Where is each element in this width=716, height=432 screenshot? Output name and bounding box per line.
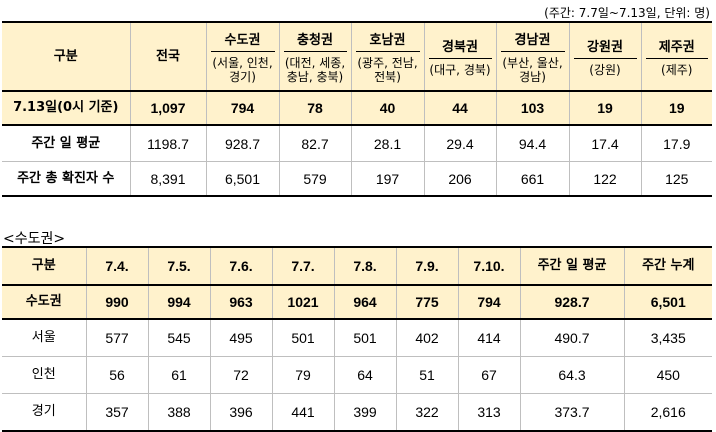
cell: 579 xyxy=(278,161,351,196)
table-row: 수도권 990 994 963 1021 964 775 794 928.7 6… xyxy=(2,284,712,320)
cell: 82.7 xyxy=(278,125,351,162)
header-region: 경남권 (부산, 울산, 경남) xyxy=(495,22,569,91)
column-header: 7.10. xyxy=(457,247,520,285)
cell: 2,616 xyxy=(623,393,712,431)
cell: 122 xyxy=(568,161,641,196)
header-region: 호남권 (광주, 전남, 전북) xyxy=(350,22,424,91)
cell: 40 xyxy=(350,90,424,126)
table-row: 인천 56 61 72 79 64 51 67 64.3 450 xyxy=(2,356,712,394)
cell: 6,501 xyxy=(205,161,279,196)
header-region: 충청권 (대전, 세종, 충남, 충북) xyxy=(278,22,351,91)
cell: 94.4 xyxy=(495,125,569,162)
column-header: 7.8. xyxy=(333,247,396,285)
unit-note: (주간: 7.7일~7.13일, 단위: 명) xyxy=(544,6,710,20)
cell: 402 xyxy=(395,319,458,357)
cell: 17.4 xyxy=(568,125,641,162)
cell: 29.4 xyxy=(423,125,496,162)
row-label: 주간 일 평균 xyxy=(2,125,130,162)
cell: 928.7 xyxy=(205,125,279,162)
cell: 490.7 xyxy=(519,319,624,357)
cell: 67 xyxy=(457,356,520,394)
row-label: 인천 xyxy=(2,356,86,394)
cell: 964 xyxy=(333,284,396,320)
row-label: 수도권 xyxy=(2,284,86,320)
cell: 501 xyxy=(333,319,396,357)
regional-summary-table: 구분 전국 수도권 (서울, 인천, 경기) 충청권 (대전, 세종, 충남, 충북… xyxy=(2,21,712,197)
row-label: 서울 xyxy=(2,319,86,357)
cell: 6,501 xyxy=(623,284,712,320)
cell: 1021 xyxy=(271,284,334,320)
cell: 994 xyxy=(147,284,210,320)
cell: 373.7 xyxy=(519,393,624,431)
summary-row-date: 7.13일(0시 기준) 1,097 794 78 40 44 103 19 1… xyxy=(2,90,712,126)
summary-header-row: 구분 전국 수도권 (서울, 인천, 경기) 충청권 (대전, 세종, 충남, 충북… xyxy=(2,22,712,91)
header-region: 경북권 (대구, 경북) xyxy=(423,22,496,91)
cell: 72 xyxy=(209,356,272,394)
cell: 388 xyxy=(147,393,210,431)
row-label: 경기 xyxy=(31,404,56,419)
capital-header-row: 구분 7.4. 7.5. 7.6. 7.7. 7.8. 7.9. 7.10. 주… xyxy=(2,247,712,285)
summary-row-total: 주간 총 확진자 수 8,391 6,501 579 197 206 661 1… xyxy=(2,161,712,196)
cell: 56 xyxy=(85,356,148,394)
column-header: 7.6. xyxy=(209,247,272,285)
section-title: <수도권> xyxy=(3,231,66,247)
column-header: 구분 xyxy=(31,258,56,273)
header-national: 전국 xyxy=(129,22,206,91)
cell: 19 xyxy=(568,90,641,126)
cell: 78 xyxy=(278,90,351,126)
cell: 963 xyxy=(209,284,272,320)
cell: 794 xyxy=(457,284,520,320)
row-label: 주간 총 확진자 수 xyxy=(17,170,115,186)
cell: 399 xyxy=(333,393,396,431)
cell: 414 xyxy=(457,319,520,357)
cell: 8,391 xyxy=(129,161,206,196)
cell: 396 xyxy=(209,393,272,431)
cell: 51 xyxy=(395,356,458,394)
cell: 206 xyxy=(423,161,496,196)
cell: 197 xyxy=(350,161,424,196)
cell: 64.3 xyxy=(519,356,624,394)
cell: 501 xyxy=(271,319,334,357)
cell: 3,435 xyxy=(623,319,712,357)
cell: 775 xyxy=(395,284,458,320)
cell: 495 xyxy=(209,319,272,357)
header-region: 강원권 (강원) xyxy=(568,22,641,91)
table-row: 서울 577 545 495 501 501 402 414 490.7 3,4… xyxy=(2,319,712,357)
cell: 441 xyxy=(271,393,334,431)
column-header: 주간 누계 xyxy=(623,247,712,285)
cell: 313 xyxy=(457,393,520,431)
column-header: 7.7. xyxy=(271,247,334,285)
cell: 1,097 xyxy=(129,90,206,126)
column-header: 7.5. xyxy=(147,247,210,285)
cell: 125 xyxy=(640,161,712,196)
cell: 661 xyxy=(495,161,569,196)
cell: 17.9 xyxy=(640,125,712,162)
capital-area-table: 구분 7.4. 7.5. 7.6. 7.7. 7.8. 7.9. 7.10. 주… xyxy=(2,246,712,432)
cell: 357 xyxy=(85,393,148,431)
cell: 794 xyxy=(205,90,279,126)
summary-row-average: 주간 일 평균 1198.7 928.7 82.7 28.1 29.4 94.4… xyxy=(2,125,712,162)
row-label: 7.13일(0시 기준) xyxy=(2,90,130,126)
table-row: 경기 357 388 396 441 399 322 313 373.7 2,6… xyxy=(2,393,712,431)
column-header: 7.9. xyxy=(395,247,458,285)
header-region: 제주권 (제주) xyxy=(640,22,712,91)
cell: 19 xyxy=(640,90,712,126)
cell: 990 xyxy=(85,284,148,320)
column-header: 7.4. xyxy=(85,247,148,285)
cell: 64 xyxy=(333,356,396,394)
cell: 577 xyxy=(85,319,148,357)
cell: 450 xyxy=(623,356,712,394)
cell: 103 xyxy=(495,90,569,126)
cell: 928.7 xyxy=(519,284,624,320)
cell: 1198.7 xyxy=(129,125,206,162)
column-header: 주간 일 평균 xyxy=(519,247,624,285)
header-label: 구분 xyxy=(53,48,78,64)
cell: 44 xyxy=(423,90,496,126)
cell: 322 xyxy=(395,393,458,431)
cell: 79 xyxy=(271,356,334,394)
header-region: 수도권 (서울, 인천, 경기) xyxy=(205,22,279,91)
cell: 61 xyxy=(147,356,210,394)
cell: 28.1 xyxy=(350,125,424,162)
cell: 545 xyxy=(147,319,210,357)
